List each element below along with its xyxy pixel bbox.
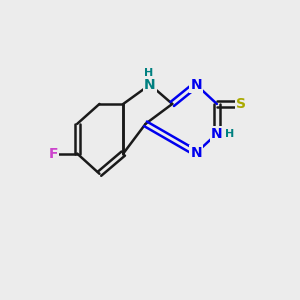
Text: H: H <box>145 68 154 78</box>
Text: N: N <box>190 146 202 160</box>
Text: S: S <box>236 97 246 111</box>
Text: N: N <box>211 127 223 141</box>
Text: N: N <box>190 78 202 92</box>
Text: N: N <box>144 78 156 92</box>
Text: F: F <box>49 147 58 160</box>
Text: H: H <box>225 129 234 139</box>
